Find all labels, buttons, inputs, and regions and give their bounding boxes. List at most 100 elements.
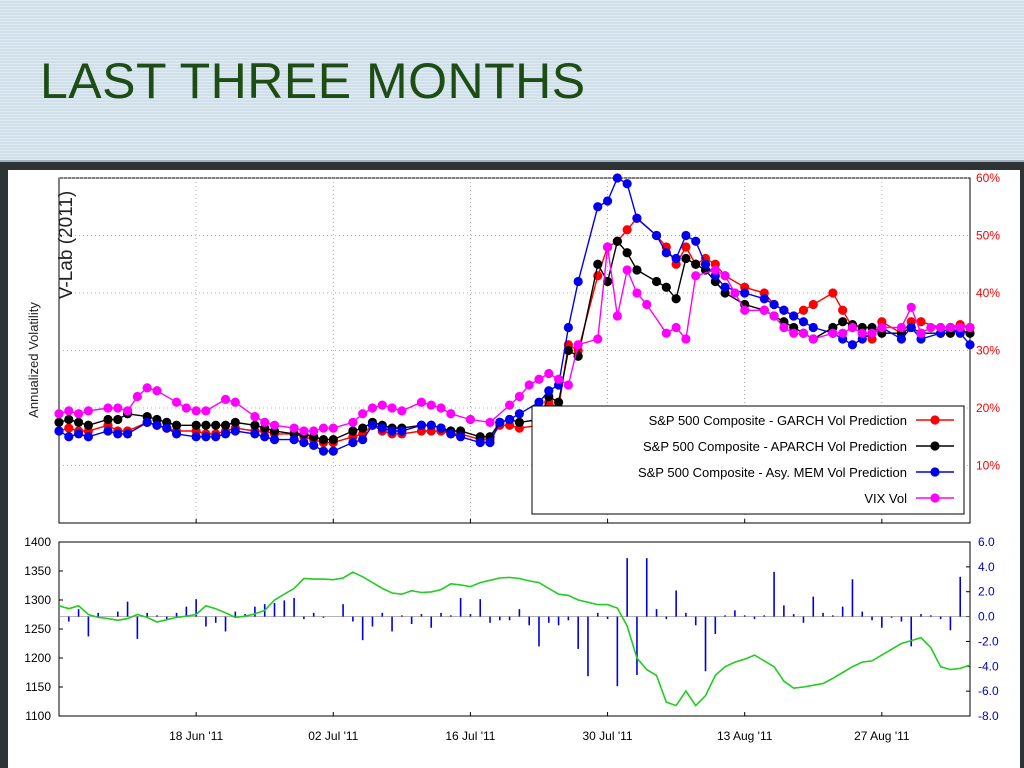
series-point-1 bbox=[514, 417, 524, 427]
series-point-2 bbox=[896, 334, 907, 344]
series-point-3 bbox=[446, 409, 456, 419]
series-point-3 bbox=[671, 322, 681, 333]
series-point-3 bbox=[573, 340, 583, 350]
series-point-2 bbox=[661, 248, 671, 258]
series-point-2 bbox=[514, 409, 524, 419]
series-point-3 bbox=[779, 322, 789, 333]
series-point-3 bbox=[269, 420, 280, 430]
bottom-right-tick-label: 2.0 bbox=[978, 585, 995, 599]
y-axis-label: Annualized Volatility bbox=[26, 302, 41, 418]
series-point-3 bbox=[132, 391, 142, 402]
series-point-2 bbox=[230, 426, 240, 436]
series-point-1 bbox=[602, 276, 613, 287]
series-point-3 bbox=[514, 391, 524, 402]
top-y-tick-label: 20% bbox=[976, 401, 1000, 415]
series-point-3 bbox=[505, 400, 515, 410]
series-point-3 bbox=[593, 334, 603, 344]
series-point-3 bbox=[201, 406, 211, 416]
series-point-2 bbox=[456, 432, 466, 442]
series-point-1 bbox=[691, 259, 701, 269]
series-point-2 bbox=[397, 426, 407, 436]
series-point-1 bbox=[838, 317, 848, 327]
series-point-3 bbox=[485, 417, 495, 427]
series-point-2 bbox=[965, 340, 975, 350]
bottom-right-tick-label: -4.0 bbox=[978, 659, 999, 673]
series-point-3 bbox=[563, 380, 573, 390]
series-point-2 bbox=[495, 417, 505, 427]
series-point-1 bbox=[348, 426, 358, 436]
series-point-2 bbox=[269, 435, 280, 445]
series-point-1 bbox=[328, 435, 338, 445]
series-point-1 bbox=[113, 414, 123, 425]
series-point-3 bbox=[553, 374, 564, 384]
x-tick-label: 16 Jul '11 bbox=[445, 729, 495, 743]
series-point-3 bbox=[171, 397, 182, 407]
series-point-3 bbox=[465, 414, 476, 425]
series-point-1 bbox=[230, 417, 240, 427]
series-point-3 bbox=[602, 242, 613, 252]
series-point-3 bbox=[544, 368, 554, 379]
series-point-1 bbox=[103, 414, 113, 425]
series-point-3 bbox=[416, 397, 427, 407]
series-point-3 bbox=[348, 417, 358, 427]
x-tick-label: 02 Jul '11 bbox=[308, 729, 358, 743]
series-point-3 bbox=[681, 334, 691, 344]
series-point-2 bbox=[113, 429, 123, 439]
series-point-3 bbox=[534, 374, 544, 384]
legend-label: S&P 500 Composite - GARCH Vol Prediction bbox=[649, 413, 907, 428]
series-point-2 bbox=[779, 305, 789, 315]
series-point-2 bbox=[720, 282, 730, 292]
series-point-1 bbox=[250, 420, 260, 430]
series-point-2 bbox=[906, 322, 916, 333]
bottom-right-tick-label: -2.0 bbox=[978, 634, 999, 648]
series-point-2 bbox=[152, 420, 162, 430]
series-point-2 bbox=[73, 429, 84, 439]
series-point-2 bbox=[769, 299, 779, 310]
series-point-2 bbox=[602, 196, 613, 206]
series-point-3 bbox=[896, 322, 907, 333]
series-point-2 bbox=[740, 288, 750, 298]
series-point-2 bbox=[632, 213, 642, 223]
series-point-2 bbox=[700, 259, 711, 269]
series-point-1 bbox=[632, 265, 642, 275]
series-point-3 bbox=[857, 328, 867, 338]
series-point-3 bbox=[847, 322, 858, 333]
series-point-2 bbox=[103, 426, 113, 436]
series-point-3 bbox=[838, 328, 848, 338]
legend-swatch-marker bbox=[930, 441, 940, 451]
bottom-plot-frame bbox=[58, 541, 971, 717]
series-point-1 bbox=[191, 420, 201, 430]
bottom-left-tick-label: 1350 bbox=[24, 564, 51, 578]
series-point-2 bbox=[358, 435, 368, 445]
bottom-left-tick-label: 1300 bbox=[24, 593, 51, 607]
series-point-3 bbox=[740, 305, 750, 315]
chart-plate: 10% 20% 30% 40% 50% 60% Annualized Volatility V… bbox=[8, 170, 1020, 768]
series-point-1 bbox=[358, 423, 368, 433]
series-point-3 bbox=[916, 328, 926, 338]
series-point-1 bbox=[64, 414, 74, 425]
series-point-2 bbox=[681, 230, 691, 241]
series-point-1 bbox=[563, 345, 573, 356]
series-point-2 bbox=[544, 386, 554, 396]
series-point-3 bbox=[877, 322, 887, 333]
legend-swatch-marker bbox=[930, 415, 940, 425]
series-point-3 bbox=[54, 409, 64, 419]
series-point-0 bbox=[838, 305, 848, 315]
series-point-3 bbox=[906, 302, 916, 312]
series-point-1 bbox=[83, 420, 93, 430]
series-point-0 bbox=[681, 242, 691, 252]
legend-label: S&P 500 Composite - APARCH Vol Predictio… bbox=[643, 439, 907, 454]
series-point-0 bbox=[798, 305, 809, 315]
series-point-3 bbox=[328, 423, 338, 433]
legend-box bbox=[531, 405, 965, 515]
series-point-3 bbox=[965, 322, 975, 333]
series-point-2 bbox=[671, 253, 681, 264]
series-point-2 bbox=[798, 317, 809, 327]
bottom-left-tick-label: 1250 bbox=[24, 622, 51, 636]
series-point-1 bbox=[671, 294, 681, 304]
bottom-right-tick-label: -6.0 bbox=[978, 684, 999, 698]
series-point-2 bbox=[651, 230, 662, 241]
series-point-0 bbox=[828, 288, 838, 298]
series-point-2 bbox=[122, 429, 133, 439]
series-point-3 bbox=[622, 265, 632, 275]
